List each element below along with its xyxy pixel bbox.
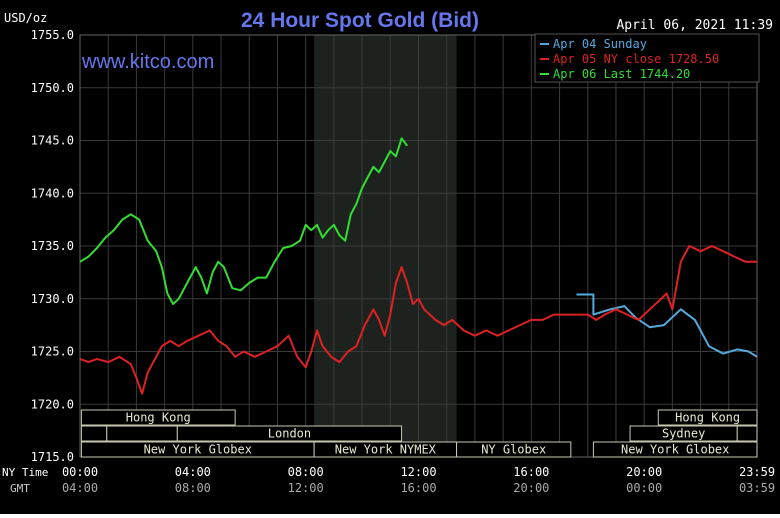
y-tick-label: 1725.0 [31, 345, 74, 359]
series-line [79, 245, 757, 395]
series-line [576, 293, 758, 358]
x-tick-label-gmt: 08:00 [175, 481, 211, 495]
y-tick-label: 1730.0 [31, 292, 74, 306]
y-tick-label: 1755.0 [31, 28, 74, 42]
session-label: Sydney [662, 427, 705, 441]
session-box [736, 425, 758, 442]
x-tick-label-gmt: 03:59 [739, 481, 775, 495]
session-label: Hong Kong [126, 411, 191, 425]
x-tick-label-ny: 04:00 [175, 465, 211, 479]
y-tick-label: 1720.0 [31, 397, 74, 411]
legend-entry: Apr 04 Sunday [553, 37, 647, 51]
x-tick-label-ny: 08:00 [288, 465, 324, 479]
session-label: New York Globex [621, 443, 729, 457]
x-tick-label-ny: 20:00 [626, 465, 662, 479]
session-box [657, 409, 758, 426]
legend-entry: Apr 06 Last 1744.20 [553, 67, 690, 81]
y-tick-label: 1745.0 [31, 134, 74, 148]
x-tick-label-gmt: 12:00 [288, 481, 324, 495]
session-label: London [268, 427, 311, 441]
x-tick-label-gmt: 04:00 [62, 481, 98, 495]
session-box [80, 409, 236, 426]
chart-title: 24 Hour Spot Gold (Bid) [241, 9, 479, 32]
watermark: www.kitco.com [81, 51, 214, 73]
nytime-label: NY Time [2, 466, 48, 479]
series-line [79, 137, 408, 305]
y-tick-label: 1740.0 [31, 186, 74, 200]
session-box [592, 441, 758, 458]
legend-entry: Apr 05 NY close 1728.50 [553, 52, 719, 66]
y-tick-label: 1750.0 [31, 81, 74, 95]
session-box [106, 425, 178, 442]
x-tick-label-gmt: 00:00 [626, 481, 662, 495]
x-tick-label-ny: 12:00 [400, 465, 436, 479]
x-tick-label-ny: 23:59 [739, 465, 775, 479]
session-label: NY Globex [481, 443, 546, 457]
x-tick-label-ny: 00:00 [62, 465, 98, 479]
session-box [176, 425, 403, 442]
gmt-label: GMT [10, 482, 30, 495]
y-tick-label: 1735.0 [31, 239, 74, 253]
session-label: New York Globex [144, 443, 252, 457]
y-tick-label: 1715.0 [31, 450, 74, 464]
session-box [456, 441, 572, 458]
x-tick-label-ny: 16:00 [513, 465, 549, 479]
session-box [80, 425, 108, 442]
timestamp: April 06, 2021 11:39 [616, 18, 773, 33]
session-label: New York NYMEX [335, 443, 437, 457]
x-tick-label-gmt: 16:00 [400, 481, 436, 495]
session-label: Hong Kong [675, 411, 740, 425]
x-tick-label-gmt: 20:00 [513, 481, 549, 495]
unit-label: USD/oz [4, 11, 47, 25]
